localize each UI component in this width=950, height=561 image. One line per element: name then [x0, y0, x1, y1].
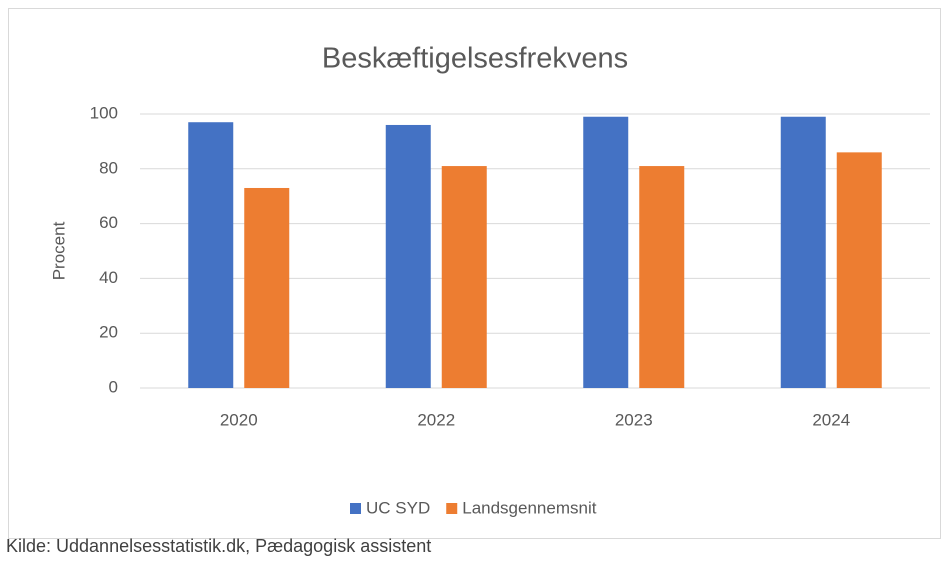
legend-label: Landsgennemsnit [462, 498, 596, 517]
y-tick-label: 80 [99, 158, 118, 177]
legend-swatch [446, 503, 458, 514]
bar [441, 166, 487, 388]
y-tick-label: 100 [90, 103, 118, 122]
x-tick-label: 2022 [417, 410, 455, 429]
legend-label: UC SYD [366, 498, 430, 517]
y-tick-label: 20 [99, 323, 118, 342]
bar [385, 124, 431, 389]
source-note: Kilde: Uddannelsesstatistik.dk, Pædagogi… [6, 536, 431, 556]
y-tick-label: 60 [99, 213, 118, 232]
y-tick-label: 0 [109, 377, 118, 396]
y-tick-label: 40 [99, 268, 118, 287]
bar [836, 152, 882, 388]
chart-title: Beskæftigelsesfrekvens [322, 43, 628, 75]
bar [188, 122, 234, 388]
x-tick-label: 2024 [812, 410, 850, 429]
bar [583, 116, 629, 389]
legend-swatch [350, 503, 361, 514]
bar [780, 116, 826, 389]
bar [639, 166, 685, 388]
x-tick-label: 2020 [220, 410, 258, 429]
x-tick-label: 2023 [615, 410, 653, 429]
bar [244, 187, 290, 388]
y-axis-label: Procent [49, 221, 68, 280]
